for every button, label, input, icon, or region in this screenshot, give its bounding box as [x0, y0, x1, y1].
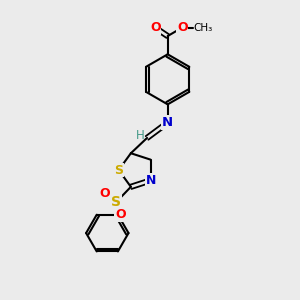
Text: O: O: [115, 208, 126, 221]
Text: O: O: [150, 21, 160, 34]
Text: O: O: [99, 187, 110, 200]
Text: S: S: [114, 164, 123, 176]
Text: O: O: [177, 21, 188, 34]
Text: H: H: [136, 129, 145, 142]
Text: CH₃: CH₃: [193, 23, 212, 33]
Text: S: S: [111, 195, 121, 209]
Text: N: N: [162, 116, 173, 129]
Text: N: N: [146, 174, 156, 187]
